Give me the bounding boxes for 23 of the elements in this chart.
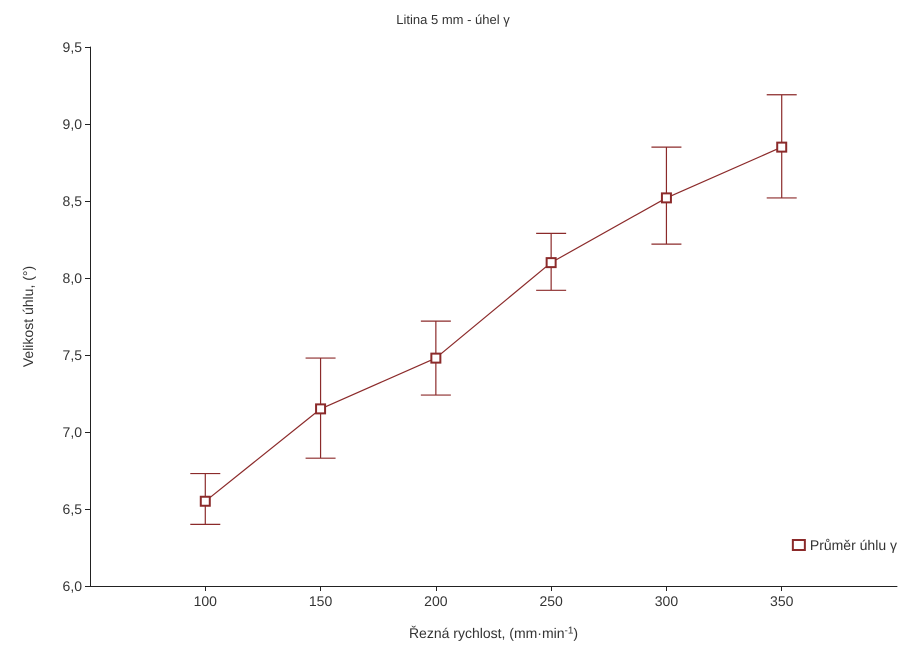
point [660,192,672,204]
y-tick-label: 6,5 [62,501,82,517]
point [776,142,788,153]
x-tick-label: 100 [194,593,218,609]
x-tick-label: 150 [308,593,332,609]
x-tick-label: 200 [424,593,448,609]
x-tick-label: 350 [770,593,794,609]
x-tick-label: 300 [654,593,678,609]
chart-title: Litina 5 mm - úhel γ [396,12,510,27]
y-tick-label: 7,0 [62,424,82,440]
x-tick-label: 250 [539,593,564,609]
legend-label: Průměr úhlu γ [810,537,898,553]
y-tick-label: 9,0 [62,116,82,132]
point [546,257,557,268]
y-tick-label: 9,5 [62,39,82,55]
y-tick-label: 8,0 [62,270,82,286]
point [315,403,326,414]
y-tick-label: 6,0 [62,578,82,594]
y-tick-label: 8,5 [62,193,82,209]
y-tick-label: 7,5 [62,347,82,363]
y-axis-title: Velikost úhlu, (°) [20,266,36,368]
point [200,496,211,507]
point [430,352,442,364]
